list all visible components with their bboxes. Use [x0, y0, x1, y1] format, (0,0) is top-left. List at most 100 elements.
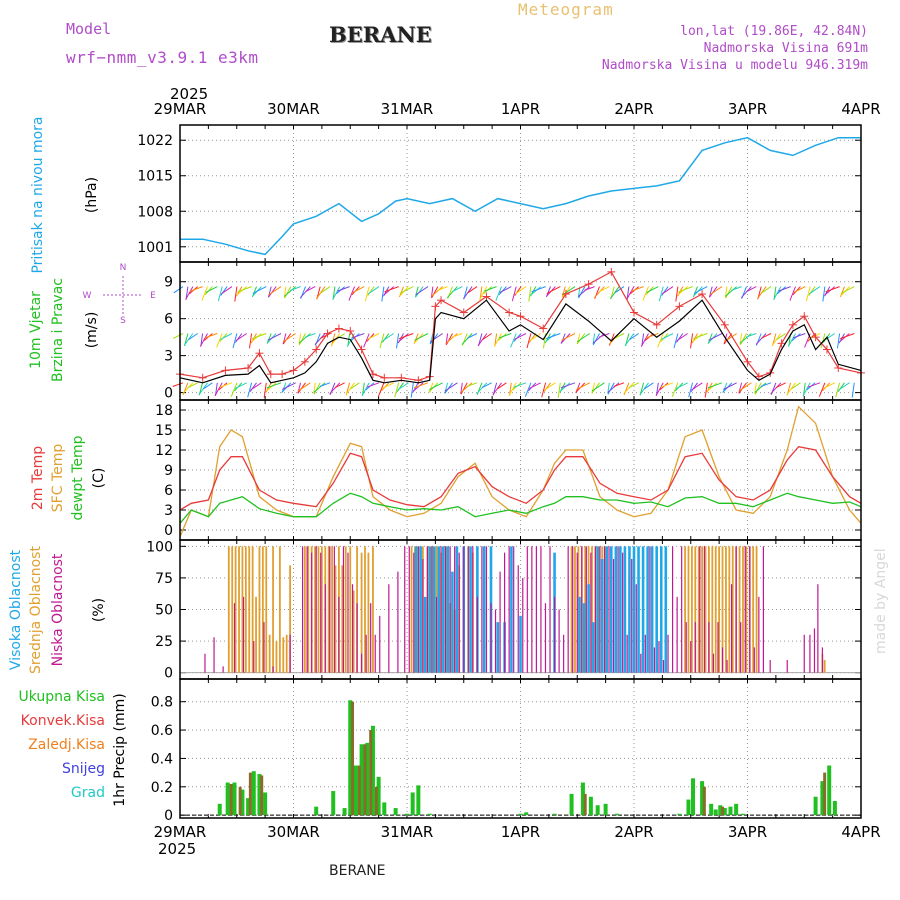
footer-station: BERANE: [329, 863, 386, 879]
wind-barb: [789, 286, 796, 301]
precip-bar-total: [709, 803, 714, 816]
wind-barb: [399, 286, 414, 294]
wind-barb: [513, 382, 527, 388]
precip-bar-total: [382, 802, 387, 816]
date-label-top: 29MAR: [154, 100, 207, 118]
wind-barb: [673, 333, 679, 349]
wind-barb: [429, 333, 434, 345]
wind-barb: [498, 333, 512, 339]
wind-barb: [396, 333, 400, 349]
wind-barb: [267, 333, 282, 341]
wind-barb: [745, 333, 757, 338]
wind-barb: [329, 382, 341, 395]
wind-barb: [658, 286, 664, 302]
wind-barb: [484, 286, 497, 292]
precip-bar-convective: [583, 793, 587, 816]
precip-bar-total: [348, 700, 353, 816]
precip-bar-total: [232, 782, 237, 816]
wind-barb: [445, 333, 453, 346]
wind-barb: [461, 333, 473, 345]
wind-barb: [481, 382, 492, 389]
wind-barb: [560, 382, 576, 389]
wind-barb: [776, 333, 786, 341]
wind-barb: [452, 286, 463, 293]
wind-barb: [754, 382, 762, 395]
precip-bar-total: [410, 792, 415, 816]
y-tick-label: 18: [155, 403, 173, 419]
wind-barb: [237, 286, 252, 293]
wind-barb: [299, 286, 311, 299]
sfc-axis-label: SFC Temp: [50, 444, 66, 513]
wind-barb: [298, 333, 311, 344]
wind-barb: [234, 286, 238, 302]
wind-barb: [642, 286, 649, 301]
wind-barb: [576, 333, 590, 343]
precip-bar-total: [365, 742, 370, 816]
mid-cloud-axis-label: Srednja Oblacnost: [28, 546, 44, 674]
wind-barb: [214, 382, 223, 397]
cloud-unit-label: (%): [91, 598, 107, 622]
y-tick-label: 12: [155, 443, 173, 459]
wind-barb: [807, 382, 821, 388]
wind-barb: [460, 382, 473, 393]
wind-barb: [173, 286, 184, 294]
wind-barb: [623, 382, 635, 395]
precip-bar-convective: [721, 806, 725, 816]
wind-barb: [230, 382, 238, 397]
wind-barb: [199, 333, 208, 347]
y-tick-label: 0.2: [151, 780, 173, 796]
meteogram-title: Meteogram: [518, 0, 614, 19]
wind-barb: [345, 382, 355, 396]
wind-barb: [267, 286, 272, 298]
sfc-temp-line: [179, 405, 862, 537]
wind-barb: [332, 286, 341, 301]
wind-barb: [510, 333, 517, 348]
wind-barb: [412, 382, 424, 392]
wind-barb: [840, 333, 855, 340]
precip-bar-total: [569, 793, 574, 816]
precip-bar-convective: [229, 783, 233, 816]
y-tick-label: 1022: [137, 133, 173, 149]
y-tick-label: 100: [146, 539, 173, 555]
wind-barb: [251, 333, 262, 343]
date-label-top: 31MAR: [381, 100, 434, 118]
wind-barb: [247, 382, 253, 398]
wind-barb: [544, 382, 556, 391]
wind-axis-label-1: 10m Vjetar: [28, 291, 44, 369]
wind-barb: [204, 333, 218, 339]
wind-barb: [851, 382, 855, 398]
wind-barb: [584, 286, 595, 291]
wind-barb: [578, 286, 586, 299]
wind-barb: [320, 286, 331, 294]
wind-barb: [398, 333, 409, 343]
wind-barb: [187, 382, 198, 389]
precip-legend-item: Grad: [71, 785, 105, 801]
wind-barb: [754, 382, 767, 393]
wind-barb: [183, 333, 194, 346]
model-name: wrf−nmm_v3.9.1 e3km: [66, 48, 259, 67]
y-tick-label: 75: [155, 571, 173, 587]
precip-bar-total: [820, 781, 825, 816]
wind-barb: [415, 286, 429, 296]
temp-unit-label: (C): [91, 468, 107, 489]
wind-barb: [808, 286, 821, 295]
compass-east: E: [150, 291, 156, 301]
wind-barb: [755, 333, 767, 345]
wind-barb: [430, 286, 444, 297]
wind-barb: [607, 382, 615, 395]
wind-barb: [675, 382, 688, 390]
wind-barb: [216, 333, 223, 348]
precip-bar-total: [832, 800, 837, 816]
wind-barb: [592, 333, 605, 344]
wind-barb: [217, 286, 223, 302]
wind-barb: [479, 286, 488, 301]
wind-barb: [645, 333, 659, 339]
wind-barb: [234, 382, 247, 390]
wind-barb: [250, 382, 262, 391]
wind-barb: [265, 382, 277, 392]
dewpt-temp-line: [179, 492, 862, 524]
precip-bar-total: [614, 813, 619, 816]
wind-barb: [198, 382, 208, 396]
